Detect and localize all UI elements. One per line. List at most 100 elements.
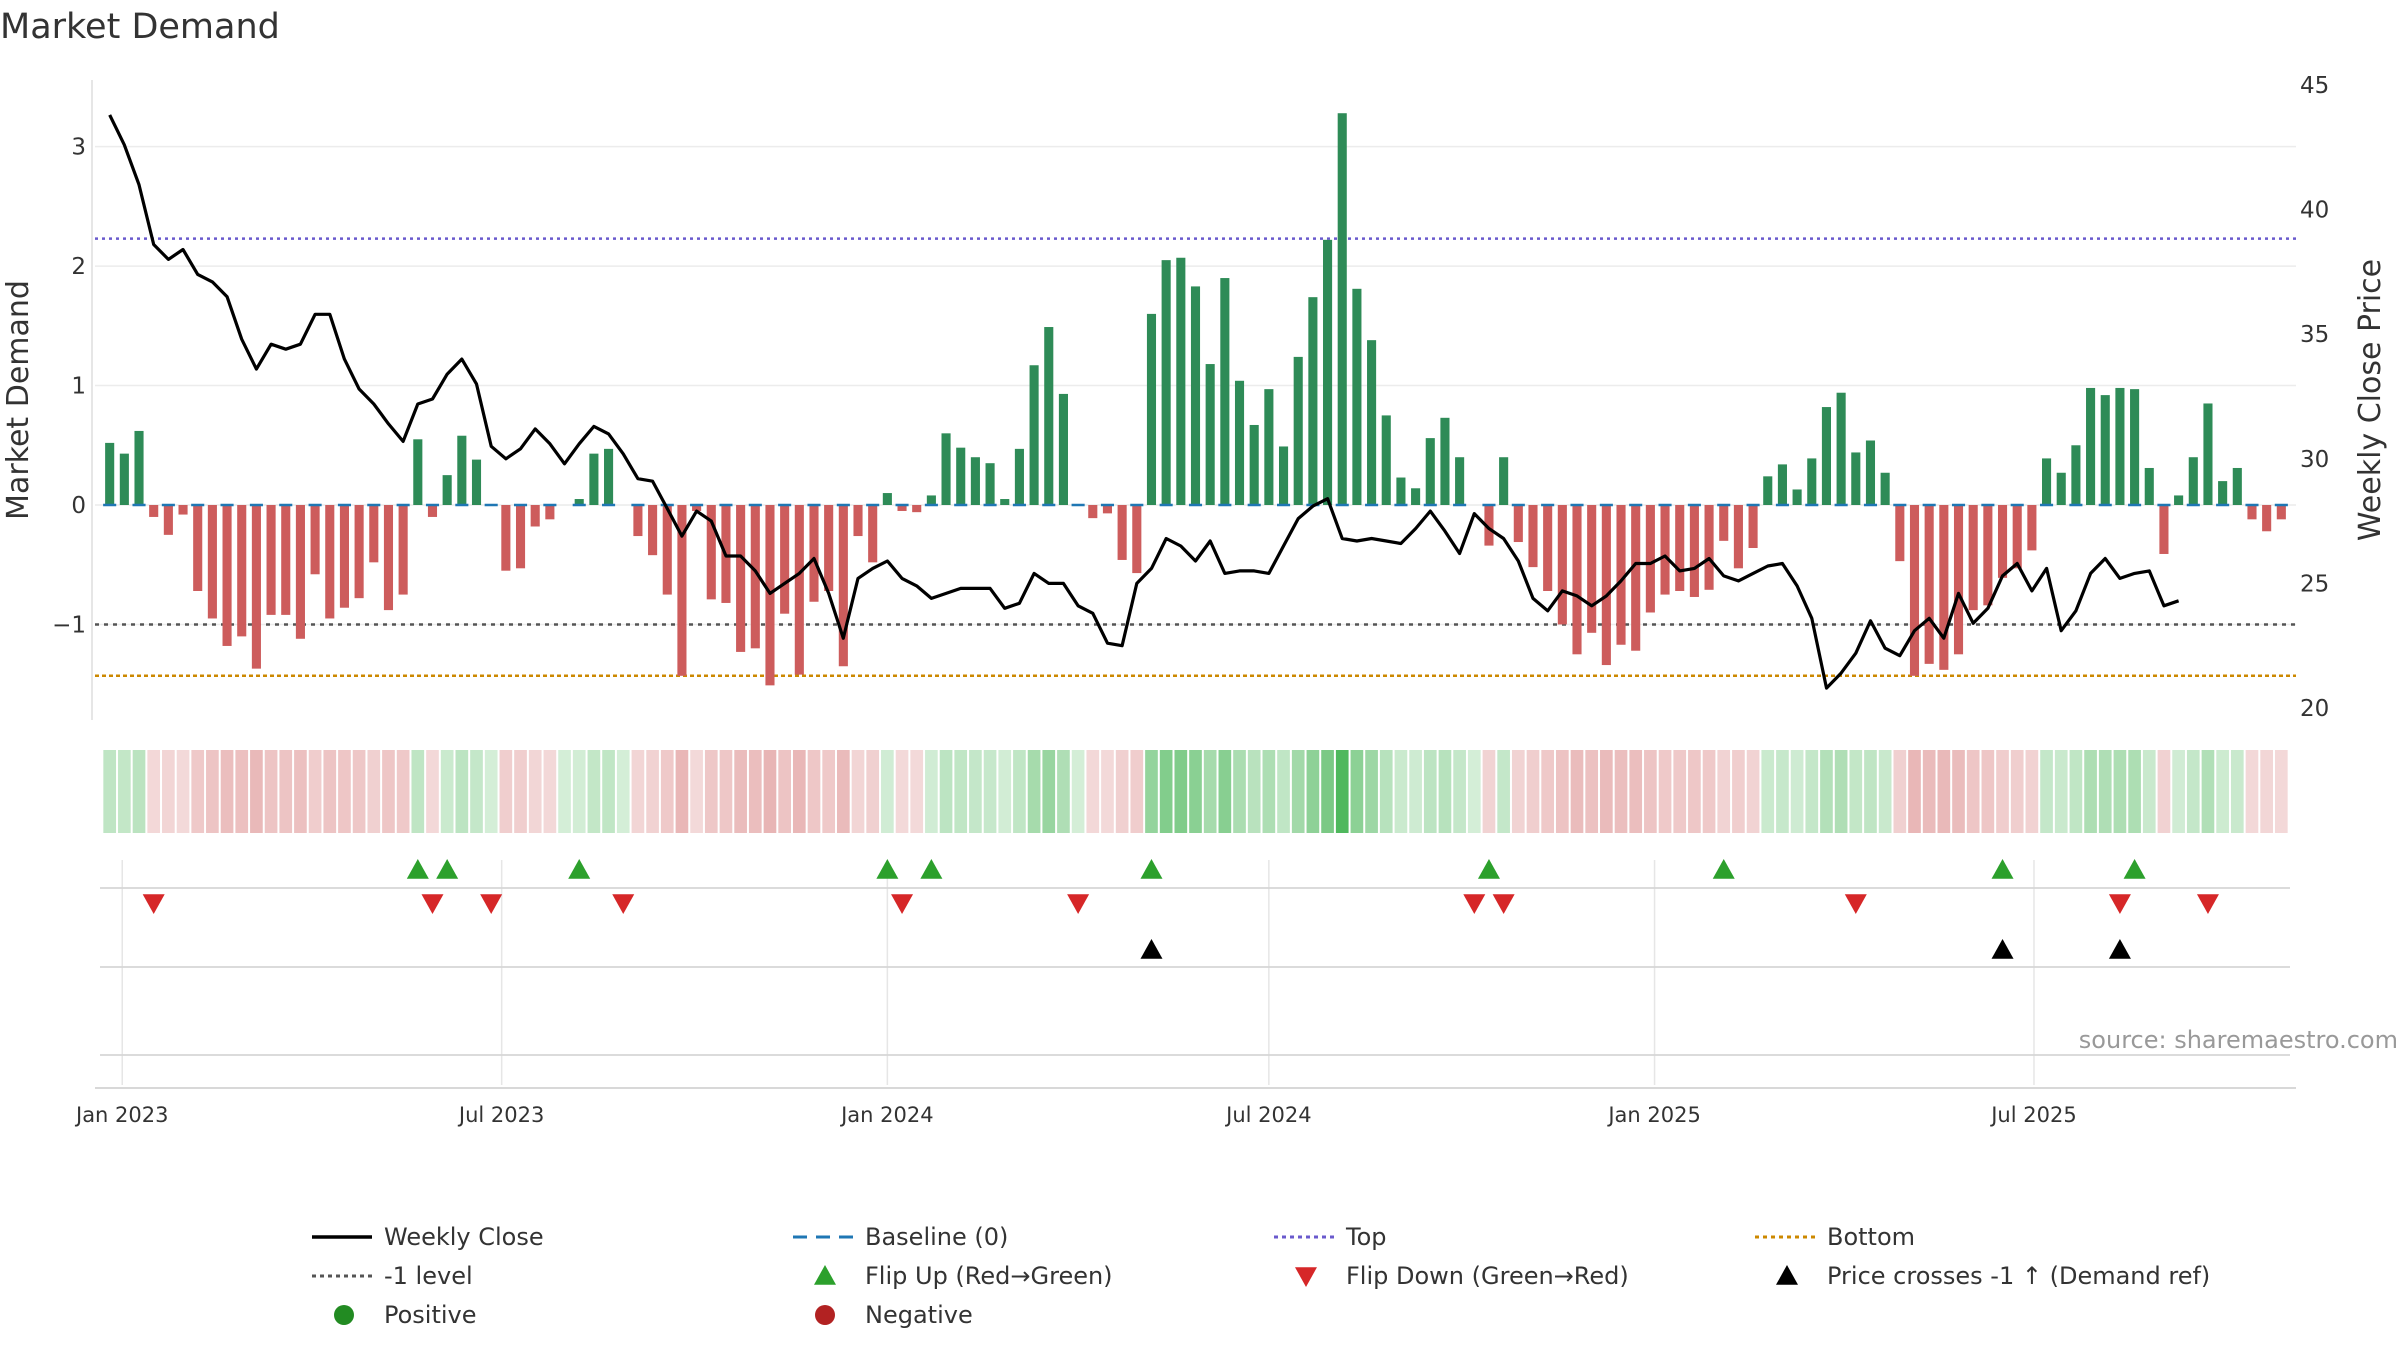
- demand-bar: [1660, 505, 1670, 595]
- heat-cell: [690, 750, 703, 833]
- heat-cell: [118, 750, 131, 833]
- legend-label: Negative: [865, 1301, 973, 1329]
- legend-item-bottom: Bottom: [1755, 1223, 1915, 1251]
- demand-bar: [1983, 505, 1993, 606]
- heat-cell: [1306, 750, 1320, 833]
- heat-cell: [1335, 750, 1349, 833]
- demand-bar: [853, 505, 863, 537]
- demand-bar: [824, 505, 834, 591]
- right-tick-label: 25: [2300, 571, 2329, 597]
- demand-bar: [692, 505, 702, 511]
- heat-cell: [763, 750, 777, 833]
- heat-cell: [851, 750, 865, 833]
- heat-cell: [1878, 750, 1892, 833]
- heat-cell: [1027, 750, 1041, 833]
- heat-cell: [1453, 750, 1466, 833]
- demand-bar: [2027, 505, 2037, 551]
- source-note: source: sharemaestro.com: [2079, 1026, 2398, 1054]
- demand-bar: [2115, 387, 2125, 505]
- heat-cell: [660, 750, 674, 833]
- heat-cell: [1658, 750, 1672, 833]
- demand-bar: [1499, 457, 1509, 505]
- heat-cell: [1013, 750, 1026, 833]
- heat-cell: [2142, 750, 2156, 833]
- demand-bar: [633, 505, 643, 537]
- signal-markers: [142, 859, 2219, 959]
- legend-item-weekly_close: Weekly Close: [312, 1223, 544, 1251]
- flip-down-marker: [480, 894, 503, 914]
- heat-cell: [1908, 750, 1921, 833]
- demand-bar: [2247, 505, 2257, 520]
- demand-bar: [1807, 458, 1817, 505]
- demand-bar: [193, 505, 203, 591]
- right-tick-label: 45: [2300, 73, 2329, 99]
- demand-bar: [838, 505, 848, 667]
- demand-bar: [1763, 476, 1773, 505]
- heat-cell: [220, 750, 234, 833]
- demand-bar: [780, 505, 790, 614]
- legend-label: Positive: [384, 1301, 477, 1329]
- heat-cell: [2113, 750, 2127, 833]
- demand-bar: [1631, 505, 1641, 651]
- demand-bar: [369, 505, 379, 563]
- heat-cell: [2260, 750, 2273, 833]
- demand-bar: [765, 505, 775, 686]
- heat-cell: [822, 750, 836, 833]
- demand-bar: [2071, 445, 2081, 505]
- demand-bar: [1997, 505, 2008, 578]
- demand-bar: [2203, 403, 2213, 505]
- demand-bar: [398, 505, 408, 595]
- heat-cell: [2230, 750, 2244, 833]
- heat-cell: [1130, 750, 1144, 833]
- demand-bar: [1411, 488, 1421, 505]
- heat-cell: [910, 750, 924, 833]
- demand-bar: [1733, 505, 1743, 569]
- heat-cell: [1262, 750, 1276, 833]
- heat-cell: [1174, 750, 1188, 833]
- heat-cell: [1394, 750, 1408, 833]
- heat-cell: [1834, 750, 1848, 833]
- heat-cell: [1805, 750, 1819, 833]
- demand-bar: [1616, 505, 1626, 645]
- demand-bar: [1088, 505, 1098, 519]
- axes-layer: −1 0 1 2 3 20 25 30 35 40 45 Jan 2023 Jul 2023 Jan 20…: [52, 73, 2329, 1127]
- heat-cell: [1379, 750, 1393, 833]
- heat-cell: [411, 750, 425, 833]
- demand-bar: [471, 459, 482, 505]
- demand-bar: [515, 505, 526, 569]
- demand-bar: [2144, 467, 2154, 505]
- demand-bar: [530, 505, 540, 527]
- demand-bar: [985, 463, 995, 505]
- demand-bar: [1880, 472, 1890, 505]
- demand-bar: [2276, 505, 2286, 520]
- heat-cell: [2069, 750, 2083, 833]
- demand-bar: [207, 505, 217, 619]
- legend-label: Top: [1345, 1223, 1387, 1251]
- heat-cell: [719, 750, 733, 833]
- flip-down-marker: [2196, 894, 2219, 914]
- flip-down-marker: [612, 894, 635, 914]
- heat-cell: [1644, 750, 1657, 833]
- heat-cell: [602, 750, 615, 833]
- heat-cell: [2216, 750, 2229, 833]
- price-cross-marker: [1991, 939, 2014, 959]
- demand-bar: [1044, 327, 1054, 505]
- heat-cell: [2157, 750, 2171, 833]
- demand-bar: [1381, 415, 1391, 505]
- demand-bar: [1572, 505, 1582, 655]
- demand-bar: [1513, 505, 1523, 543]
- price-cross-marker: [1140, 939, 1163, 959]
- demand-bar: [1102, 505, 1113, 514]
- demand-bar: [1396, 477, 1406, 505]
- heat-cell: [734, 750, 747, 833]
- demand-bar: [105, 442, 115, 505]
- demand-bar: [1968, 505, 1978, 611]
- heat-cell: [235, 750, 249, 833]
- heat-cell: [1497, 750, 1510, 833]
- heat-cell: [103, 750, 117, 833]
- demand-bars: [103, 113, 2288, 686]
- flip-down-marker: [2108, 894, 2131, 914]
- left-tick-label: 1: [71, 374, 86, 400]
- heat-cell: [206, 750, 219, 833]
- heat-cell: [470, 750, 483, 833]
